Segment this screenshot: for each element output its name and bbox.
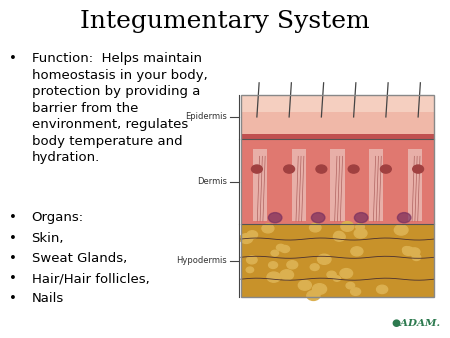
- Circle shape: [298, 281, 311, 290]
- Text: •: •: [9, 292, 17, 305]
- Circle shape: [356, 224, 364, 230]
- Circle shape: [271, 250, 279, 256]
- Text: ●ADAM.: ●ADAM.: [392, 319, 441, 328]
- Circle shape: [269, 262, 278, 268]
- Text: Nails: Nails: [32, 292, 64, 305]
- Circle shape: [276, 244, 285, 251]
- Circle shape: [348, 165, 359, 173]
- Bar: [241, 224, 434, 297]
- Text: Sweat Glands,: Sweat Glands,: [32, 252, 127, 265]
- Text: •: •: [9, 252, 17, 265]
- Bar: [408, 149, 422, 221]
- Circle shape: [280, 245, 290, 252]
- Bar: [241, 113, 434, 139]
- Bar: [241, 134, 434, 139]
- Text: •: •: [9, 272, 17, 285]
- Circle shape: [327, 271, 336, 278]
- Circle shape: [252, 165, 262, 173]
- Bar: [241, 139, 434, 224]
- Circle shape: [394, 225, 408, 235]
- Circle shape: [402, 247, 410, 253]
- Circle shape: [334, 232, 344, 239]
- Circle shape: [307, 291, 320, 300]
- Text: Function:  Helps maintain
homeostasis in your body,
protection by providing a
ba: Function: Helps maintain homeostasis in …: [32, 52, 207, 164]
- Circle shape: [312, 284, 327, 294]
- Circle shape: [247, 231, 257, 239]
- Circle shape: [262, 224, 274, 233]
- Text: Hair/Hair follicles,: Hair/Hair follicles,: [32, 272, 149, 285]
- Bar: [330, 149, 345, 221]
- Circle shape: [240, 234, 253, 243]
- Circle shape: [409, 248, 420, 256]
- Text: Integumentary System: Integumentary System: [80, 10, 370, 33]
- Circle shape: [310, 223, 321, 232]
- Circle shape: [351, 288, 360, 295]
- Circle shape: [310, 264, 319, 270]
- Circle shape: [381, 165, 391, 173]
- Bar: [253, 149, 267, 221]
- Circle shape: [246, 267, 254, 273]
- Circle shape: [268, 213, 282, 223]
- Circle shape: [333, 276, 341, 281]
- Circle shape: [355, 213, 368, 223]
- Circle shape: [413, 165, 423, 173]
- Text: Organs:: Organs:: [32, 211, 84, 224]
- Bar: [369, 149, 383, 221]
- Text: Skin,: Skin,: [32, 232, 64, 244]
- Text: Epidermis: Epidermis: [185, 113, 227, 121]
- Circle shape: [341, 222, 354, 231]
- Circle shape: [311, 213, 325, 223]
- Circle shape: [284, 165, 295, 173]
- Circle shape: [340, 269, 353, 278]
- Circle shape: [280, 270, 293, 280]
- Bar: [241, 95, 434, 297]
- Circle shape: [403, 247, 414, 255]
- Circle shape: [316, 165, 327, 173]
- Circle shape: [333, 232, 345, 241]
- Circle shape: [346, 282, 355, 289]
- Circle shape: [397, 213, 411, 223]
- Text: •: •: [9, 211, 17, 224]
- Bar: [241, 95, 434, 113]
- Circle shape: [318, 254, 331, 264]
- Circle shape: [247, 256, 257, 264]
- Circle shape: [377, 285, 387, 293]
- Circle shape: [354, 228, 367, 238]
- Text: Hypodermis: Hypodermis: [176, 257, 227, 265]
- Circle shape: [267, 272, 280, 282]
- Circle shape: [351, 247, 363, 256]
- Circle shape: [412, 254, 421, 261]
- Text: •: •: [9, 232, 17, 244]
- Bar: [292, 149, 306, 221]
- Text: •: •: [9, 52, 17, 65]
- Circle shape: [287, 261, 298, 269]
- Text: Dermis: Dermis: [197, 177, 227, 186]
